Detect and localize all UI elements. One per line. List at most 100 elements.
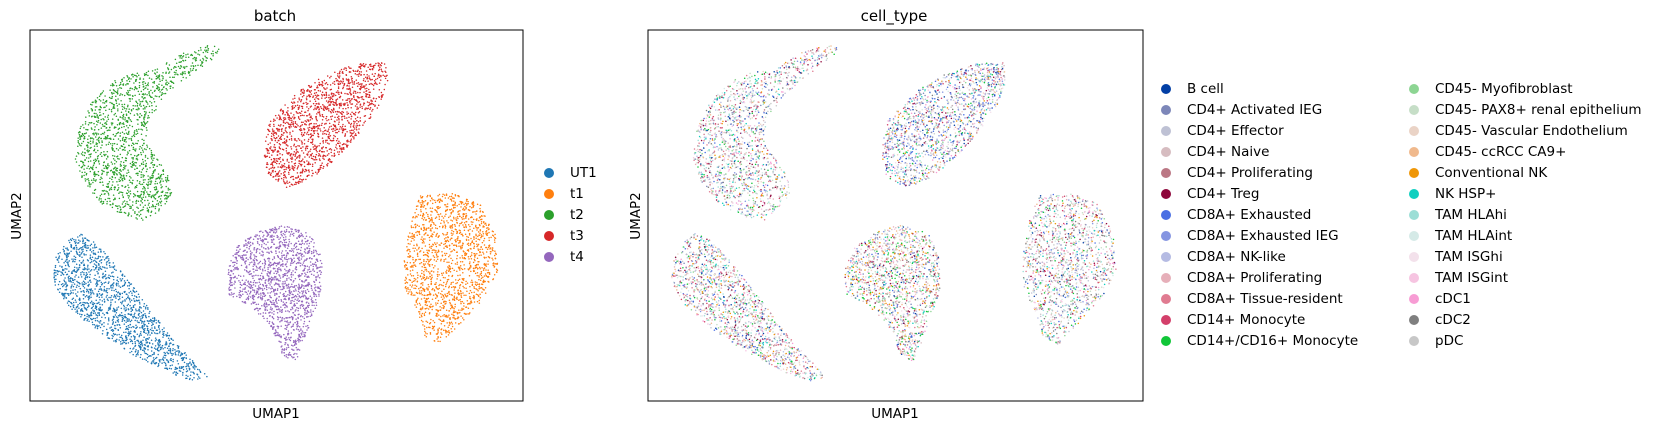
scatter-point (141, 138, 143, 141)
scatter-point (97, 128, 100, 131)
scatter-point (148, 336, 150, 339)
scatter-point (88, 288, 90, 291)
scatter-point (458, 299, 460, 301)
scatter-point (139, 310, 141, 312)
scatter-point (78, 164, 80, 167)
scatter-point (483, 244, 486, 246)
scatter-point (206, 51, 209, 54)
scatter-point (460, 291, 462, 293)
scatter-point (123, 348, 126, 350)
scatter-point (136, 142, 139, 145)
scatter-point (149, 334, 151, 336)
scatter-point (475, 234, 477, 237)
scatter-point (437, 194, 439, 197)
scatter-point (418, 258, 420, 261)
scatter-point (475, 233, 477, 236)
scatter-point (79, 170, 81, 172)
scatter-point (153, 194, 156, 196)
scatter-point (327, 128, 330, 130)
scatter-point (97, 302, 99, 304)
scatter-point (160, 194, 163, 197)
scatter-point (87, 185, 89, 187)
scatter-point (159, 198, 162, 200)
scatter-point (419, 286, 422, 289)
scatter-point (124, 118, 126, 121)
scatter-point (143, 125, 146, 127)
scatter-point (81, 271, 84, 273)
scatter-point (156, 182, 159, 185)
scatter-point (95, 299, 97, 301)
scatter-point (148, 91, 150, 93)
scatter-point (353, 122, 355, 124)
scatter-point (404, 282, 407, 285)
scatter-point (441, 199, 443, 202)
scatter-point (468, 234, 471, 236)
scatter-point (276, 141, 278, 144)
scatter-point (112, 330, 114, 333)
scatter-point (140, 173, 142, 176)
scatter-point (456, 270, 458, 272)
scatter-point (446, 239, 449, 241)
scatter-point (119, 326, 122, 329)
scatter-point (451, 305, 454, 308)
scatter-point (104, 273, 107, 276)
scatter-point (154, 327, 156, 330)
scatter-point (422, 251, 425, 254)
scatter-point (112, 271, 114, 273)
scatter-point (133, 88, 136, 91)
scatter-point (476, 210, 478, 212)
scatter-point (290, 101, 293, 104)
scatter-point (78, 302, 81, 305)
scatter-point (308, 90, 311, 92)
scatter-point (475, 219, 478, 221)
scatter-point (141, 144, 144, 147)
scatter-point (134, 312, 136, 315)
scatter-point (143, 305, 145, 308)
scatter-point (263, 155, 266, 157)
scatter-point (72, 285, 75, 288)
scatter-point (187, 362, 190, 365)
scatter-point (144, 106, 146, 108)
scatter-point (153, 352, 155, 354)
scatter-point (429, 333, 432, 335)
scatter-point (432, 233, 434, 236)
scatter-point (117, 88, 119, 90)
scatter-point (426, 270, 428, 272)
scatter-point (165, 79, 167, 81)
scatter-point (469, 255, 472, 258)
scatter-point (459, 229, 461, 232)
scatter-point (485, 265, 488, 267)
scatter-point (99, 248, 102, 250)
scatter-point (115, 316, 118, 318)
scatter-point (115, 312, 118, 314)
scatter-point (147, 181, 150, 183)
scatter-point (140, 334, 142, 336)
scatter-point (321, 113, 324, 116)
scatter-point (100, 118, 102, 121)
scatter-point (70, 245, 72, 248)
scatter-point (182, 366, 184, 368)
scatter-point (122, 201, 124, 203)
scatter-point (452, 233, 454, 235)
scatter-point (465, 217, 467, 219)
scatter-point (428, 236, 431, 239)
scatter-point (123, 164, 125, 166)
scatter-point (472, 267, 475, 270)
scatter-point (185, 53, 187, 56)
scatter-point (83, 291, 85, 293)
scatter-point (112, 149, 114, 152)
scatter-point (182, 371, 184, 374)
scatter-point (125, 132, 128, 134)
scatter-point (420, 196, 423, 199)
scatter-point (67, 255, 69, 257)
scatter-point (87, 129, 89, 131)
scatter-point (134, 105, 136, 107)
scatter-point (460, 321, 462, 324)
scatter-point (156, 87, 159, 90)
scatter-point (474, 281, 477, 283)
scatter-point (106, 116, 109, 118)
scatter-point (95, 265, 98, 267)
scatter-point (482, 232, 485, 235)
scatter-point (111, 145, 114, 147)
scatter-point (416, 292, 419, 295)
